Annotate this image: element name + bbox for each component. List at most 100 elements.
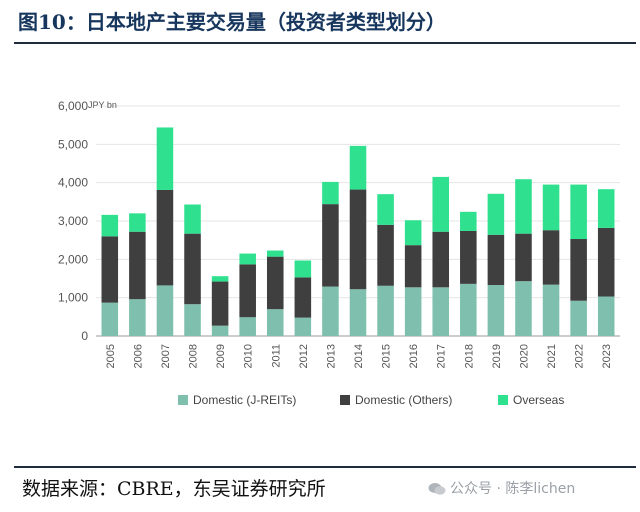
y-tick-label: 3,000 [58,214,88,228]
x-tick-label: 2009 [215,344,227,368]
x-tick-label: 2007 [160,344,172,368]
x-tick-label: 2014 [353,344,365,368]
bar-segment [266,309,284,336]
y-tick-label: 5,000 [58,137,88,151]
y-tick-label: 0 [81,329,88,343]
bar-segment [266,250,284,257]
bar-segment [377,224,394,286]
x-tick-label: 2005 [105,344,117,368]
x-tick-label: 2012 [298,344,310,368]
bar-segment [487,193,505,235]
bar-segment [101,236,119,303]
bar-segment [239,264,256,318]
bar-segment [322,181,339,205]
bars [101,127,615,336]
y-tick-label: 1,000 [58,291,88,305]
bar-segment [542,230,560,285]
bar-segment [597,296,615,336]
legend-swatch [340,395,350,405]
y-tick-label: 6,000 [58,99,88,113]
watermark: 公众号 · 陈李lichen [428,476,575,502]
chart-panel: 0 1,000 2,000 3,000 4,000 5,000 6,000 2005 2006… [28,78,638,464]
legend: Domestic (J-REITs) Domestic (Others) Overs… [178,393,564,407]
bar-segment [349,289,367,336]
bar-segment [101,302,119,336]
bar-segment [570,184,587,240]
bar-segment [404,287,422,336]
bar-segment [129,213,146,232]
stacked-bar-chart: 0 1,000 2,000 3,000 4,000 5,000 6,000 2005 2006… [58,99,620,407]
legend-label: Domestic (Others) [355,393,452,407]
unit-label: JPY bn [88,100,117,110]
legend-swatch [498,395,508,405]
bar-segment [156,127,174,190]
bar-segment [349,189,367,290]
bar-segment [239,317,256,336]
bar-segment [322,286,339,336]
bar-segment [487,285,505,336]
bar-segment [515,281,532,336]
x-tick-label: 2021 [546,344,558,368]
bar-segment [129,231,146,300]
bar-segment [404,245,422,288]
bar-segment [239,253,256,265]
bar-segment [377,194,394,225]
bar-segment [322,204,339,287]
x-tick-label: 2015 [381,344,393,368]
x-tick-label: 2011 [270,344,282,368]
bar-segment [570,239,587,301]
bar-segment [377,285,394,336]
figure-title: 图10：日本地产主要交易量（投资者类型划分） [18,10,446,34]
bar-segment [597,189,615,228]
bar-segment [349,145,367,190]
x-tick-label: 2016 [408,344,420,368]
bar-segment [515,179,532,234]
watermark-text: 公众号 · 陈李lichen [450,481,576,497]
x-tick-label: 2023 [601,344,613,368]
bar-segment [266,256,284,310]
bar-segment [294,277,312,318]
source-note: 数据来源：CBRE，东吴证券研究所 [22,478,326,500]
bar-segment [460,211,477,231]
bar-segment [184,233,201,305]
x-tick-label: 2013 [325,344,337,368]
legend-label: Overseas [513,393,564,407]
x-tick-label: 2019 [491,344,503,368]
legend-swatch [178,395,188,405]
bar-segment [211,276,229,282]
y-tick-label: 4,000 [58,176,88,190]
bar-segment [294,260,312,278]
bar-segment [129,299,146,336]
bar-segment [184,204,201,234]
bar-segment [460,283,477,336]
wechat-icon [428,483,446,495]
bar-segment [542,184,560,231]
bar-segment [101,214,119,237]
bar-segment [184,304,201,336]
bar-segment [597,227,615,297]
legend-label: Domestic (J-REITs) [193,393,296,407]
bar-segment [432,287,450,336]
x-tick-label: 2010 [243,344,255,368]
y-tick-label: 2,000 [58,252,88,266]
bar-segment [515,233,532,282]
x-axis: 2005 2006 2007 2008 2009 2010 2011 2012 2013 2014… [105,344,613,368]
x-tick-label: 2008 [188,344,200,368]
x-tick-label: 2020 [518,344,530,368]
bar-segment [294,317,312,336]
title-rule [14,42,636,44]
bar-segment [542,284,560,336]
y-axis: 0 1,000 2,000 3,000 4,000 5,000 6,000 [58,99,88,343]
x-tick-label: 2022 [574,344,586,368]
x-tick-label: 2006 [132,344,144,368]
bar-segment [211,281,229,326]
source-rule [14,466,636,468]
x-tick-label: 2018 [463,344,475,368]
bar-segment [432,176,450,232]
bar-segment [404,220,422,246]
bar-segment [570,300,587,336]
x-tick-label: 2017 [436,344,448,368]
bar-segment [156,189,174,286]
bar-segment [211,325,229,336]
bar-segment [487,234,505,286]
